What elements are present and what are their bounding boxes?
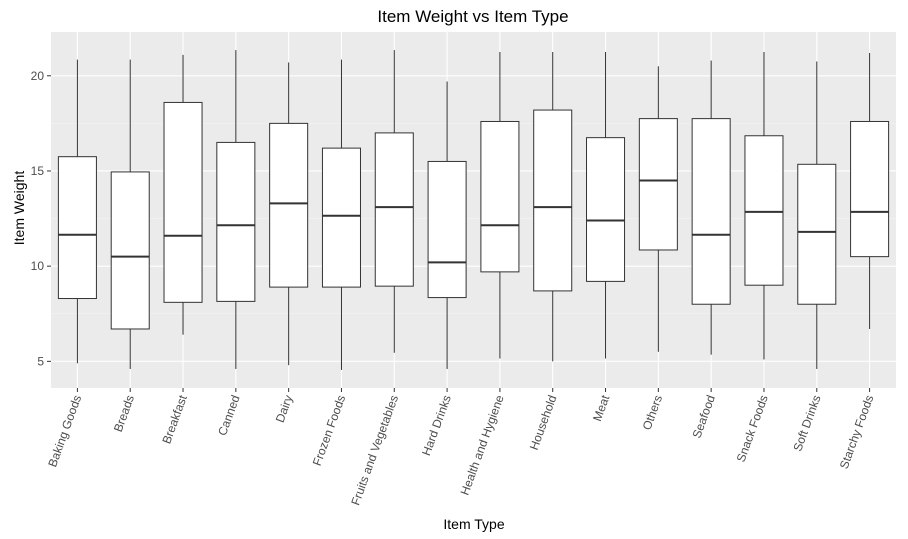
x-tick-label: Dairy [273,393,296,424]
y-axis: 5 10 15 20 [31,69,51,368]
box-baking-goods [57,59,97,364]
x-tick-label: Snack Foods [734,393,771,464]
box-iqr [586,137,626,282]
x-tick-label: Household [527,393,560,452]
x-axis: Baking Goods Breads Breakfast Canned Dairy Fr… [45,388,876,507]
box-iqr [216,141,256,302]
box-others [638,66,678,352]
x-tick-label: Health and Hygiene [458,393,507,497]
box-iqr [480,120,520,273]
box-iqr [269,122,309,288]
x-tick-label: Soft Drinks [790,393,823,453]
x-tick-label: Others [640,393,665,432]
x-tick-label: Hard Drinks [419,393,454,457]
x-axis-title: Item Type [443,516,504,532]
y-tick-label: 5 [37,354,44,368]
box-household [533,51,573,362]
box-iqr [163,101,203,303]
y-tick-label: 15 [31,164,45,178]
chart-title: Item Weight vs Item Type [377,7,568,26]
box-iqr [57,156,97,300]
box-starchy-foods [850,52,890,329]
x-tick-label: Breakfast [159,393,190,446]
x-tick-label: Canned [215,393,243,437]
x-tick-label: Breads [111,393,137,434]
x-tick-label: Fruits and Vegetables [348,393,401,507]
x-tick-label: Starchy Foods [837,393,877,470]
box-canned [216,50,256,369]
y-axis-title: Item Weight [11,171,27,246]
box-health-and-hygiene [480,51,520,359]
x-tick-label: Baking Goods [45,393,84,469]
box-iqr [110,171,150,330]
box-iqr [321,147,361,288]
x-tick-label: Frozen Foods [310,393,348,467]
box-iqr [797,163,837,305]
box-meat [586,51,626,359]
box-hard-drinks [427,81,467,369]
x-tick-label: Meat [590,393,613,423]
box-iqr [374,132,414,287]
box-series [57,50,890,370]
box-breakfast [163,54,203,335]
box-iqr [850,120,890,258]
x-tick-label: Seafood [690,393,718,440]
box-seafood [691,60,731,355]
box-iqr [691,118,731,305]
box-iqr [638,118,678,251]
box-soft-drinks [797,61,837,369]
box-dairy [269,62,309,366]
box-snack-foods [744,51,784,360]
box-iqr [533,109,573,292]
box-breads [110,59,150,369]
box-iqr [744,135,784,286]
box-fruits-and-vegetables [374,50,414,353]
y-tick-label: 10 [31,259,45,273]
box-frozen-foods [321,59,361,370]
box-iqr [427,160,467,299]
y-tick-label: 20 [31,69,45,83]
